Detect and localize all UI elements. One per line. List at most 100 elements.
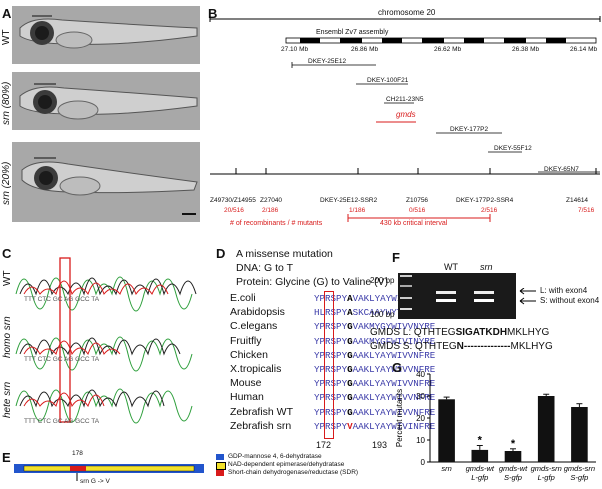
sequence-mutation-residue: G [347,335,353,347]
alignment-row: X.tropicalis YPRSPYGAAKLYAYWIVVNFRE [230,363,435,375]
sequence-suffix: VAKLYAYWITVNYRE [352,293,436,304]
legend-swatch-red [216,470,224,476]
fish-row-label-srn80: srn (80%) [1,81,12,125]
alignment-row: Human YPRSPYGAAKLYAYWIVVNFRE [230,391,435,403]
panel-g-label: G [392,360,403,375]
clone-5: DKEY-55F12 [494,145,532,152]
gmds-s-pre: GMDS S: QTHTEG [370,341,457,352]
gel-image [398,273,516,319]
mutation-protein: Protein: Glycine (G) to Valine (V) [236,276,389,288]
sequence-suffix: AAKLYAYWIVINFRE [352,420,436,432]
sequence-suffix: AAKLYAYWIVVNFRE [352,349,436,361]
x-tick-label: L-gfp [538,473,555,482]
marker-2: Z27040 [260,197,283,204]
y-axis-label: Percent mutants [395,389,404,447]
critical-interval-label: 430 kb critical interval [380,220,448,227]
gmds-s-bold: N-------------- [456,341,511,352]
gmds-l-bold: SIGATKDH [455,327,508,338]
legend-text-1: GDP-mannose 4, 6-dehydratase [228,453,322,460]
organism-name: E.coli [230,292,256,304]
marker-200bp: 200 bp [370,276,395,285]
legend-swatch-blue [216,454,224,460]
fish-drawing-srn-20 [12,142,200,222]
mutation-dna: DNA: G to T [236,262,293,274]
y-tick-label: 40 [416,370,425,379]
alignment-row: Mouse YPRSPYGAAKLYAYWIVVNFRE [230,377,435,389]
organism-name: X.tropicalis [230,363,282,375]
ratio-4: 0/516 [409,207,426,214]
organism-name: C.elegans [230,320,278,333]
sequence-prefix: YPRSPY [314,321,348,333]
alignment-row: Zebrafish srn YPRSPYVAAKLYAYWIVINFRE [230,420,435,432]
x-tick-label: S-gfp [504,473,522,482]
y-tick-label: 10 [416,436,425,445]
sequence-suffix: AAKLYAYWIVVNFRE [352,406,436,418]
panel-e-label: E [2,450,11,465]
chromatogram-seq-2: TTT CTC GC AG GCC TA [24,356,100,363]
band-arrows [519,288,536,305]
sequence-mutation-residue: G [347,364,353,375]
y-tick-label: 0 [421,458,426,467]
organism-name: Chicken [230,348,268,361]
bar [504,451,522,462]
sequence-prefix: YPRSPY [314,378,348,390]
lane-label-wt: WT [444,262,458,272]
clone-4: DKEY-177P2 [450,126,489,133]
sequence-prefix: YPRSPY [314,364,348,375]
lane-label-srn: srn [480,262,493,272]
band-l-label: L: with exon4 [540,286,588,295]
sequence-prefix: HLRSPY [314,307,348,319]
fish-drawing-srn-80 [12,72,200,130]
significance-marker: * [478,435,483,447]
x-tick-label: gmds-wt [499,464,528,473]
clone-1: DKEY-25E12 [308,58,347,65]
assembly-segments [300,38,566,43]
ratio-5: 2/516 [481,207,498,214]
gmds-l-pre: GMDS L: QTHTEG [370,327,456,338]
sequence-suffix: AAKMYGFWIVINYRE [352,335,436,347]
alignment-row: E.coli YPRSPYAVAKLYAYWITVNYRE [230,292,435,304]
marker-6: Z14614 [566,197,589,204]
y-tick-label: 30 [416,392,425,401]
fish-image-srn-80 [12,72,200,130]
sequence-mutation-residue: A [347,307,353,319]
organism-name: Arabidopsis [230,306,285,319]
clone-6: DKEY-65N7 [544,166,579,173]
fish-image-wt [12,6,200,64]
sequence-suffix: VAKMYGYWIVVNYRE [352,321,436,333]
fish-row-label-wt: WT [1,29,12,45]
ratio-6: 7/516 [578,207,595,214]
marker-1: Z49730/Z14955 [210,197,256,204]
sequence-mutation-residue: V [347,420,353,432]
tick-2: 26.86 Mb [351,46,379,53]
assembly-label: Ensembl Zv7 assembly [316,29,389,36]
organism-name: Zebrafish WT [230,405,294,418]
genetic-map [209,16,601,222]
recombinant-legend: # of recombinants / # mutants [230,220,323,227]
x-tick-label: gmds-wt [466,464,495,473]
sequence-mutation-residue: G [347,406,353,418]
sequence-prefix: YPRSPY [314,420,348,432]
chromatogram-label-homo: homo srn [2,316,13,358]
chromatogram-label-wt: WT [2,270,13,286]
x-tick-label: L-gfp [471,473,488,482]
tick-3: 26.62 Mb [434,46,462,53]
chromatogram [15,257,197,424]
legend-text-3: Short-chain dehydrogenase/reductase (SDR… [228,469,359,476]
organism-name: Human [230,391,264,404]
panel-d-label: D [216,246,226,261]
alignment-end: 193 [372,440,388,450]
sequence-suffix: AAKLYAYWIVVNFRE [352,364,436,375]
tick-4: 26.38 Mb [512,46,540,53]
x-tick-label: gmds-srn [531,464,562,473]
ratio-1: 20/516 [224,207,244,214]
marker-3: DKEY-25E12-SSR2 [320,197,378,204]
panel-f-label: F [392,250,400,265]
alignment-highlight-box [324,291,334,439]
sequence-prefix: YPRSPY [314,392,348,404]
sequence-mutation-residue: A [347,293,353,304]
gene-gmds-label: gmds [396,110,416,119]
legend-text-2: NAD-dependent epimerase/dehydratase [228,461,345,468]
organism-name: Fruitfly [230,334,262,347]
